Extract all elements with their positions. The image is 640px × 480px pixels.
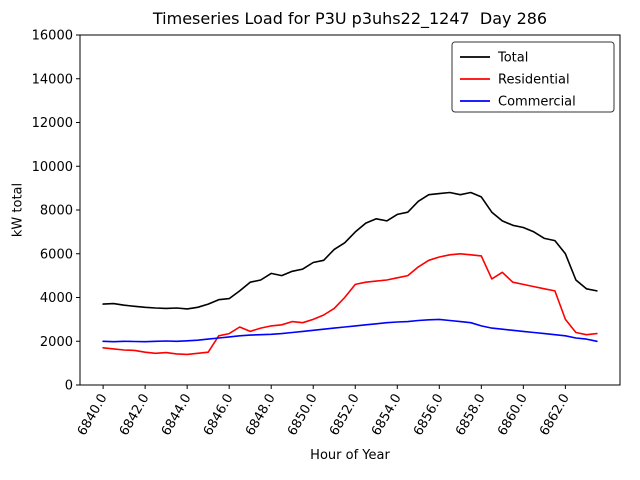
series-line-residential [102, 253, 598, 356]
x-tick-label: 6856.0 [411, 392, 447, 439]
y-tick-label: 12000 [32, 116, 73, 131]
x-tick-label: 6858.0 [453, 392, 489, 439]
chart-title: Timeseries Load for P3U p3uhs22_1247 Day… [152, 9, 548, 28]
y-tick-label: 10000 [32, 160, 73, 175]
x-tick-label: 6844.0 [159, 392, 195, 439]
x-tick-label: 6840.0 [75, 392, 111, 439]
x-tick-label: 6852.0 [327, 392, 363, 439]
series-line-total [102, 191, 598, 310]
y-tick-label: 6000 [40, 247, 73, 262]
y-tick-label: 16000 [32, 29, 73, 44]
legend-label-residential: Residential [498, 73, 570, 88]
y-tick-label: 0 [65, 379, 73, 394]
x-tick-label: 6848.0 [243, 392, 279, 439]
y-tick-label: 2000 [40, 335, 73, 350]
legend-box [451, 41, 615, 113]
x-tick-label: 6862.0 [537, 392, 573, 439]
x-axis-label: Hour of Year [310, 448, 390, 463]
y-tick-label: 8000 [40, 204, 73, 219]
y-axis-label: kW total [10, 182, 26, 238]
series-line-commercial [102, 318, 598, 343]
x-tick-label: 6842.0 [117, 392, 153, 439]
x-tick-label: 6850.0 [285, 392, 321, 439]
x-tick-label: 6846.0 [201, 392, 237, 439]
x-tick-label: 6860.0 [495, 392, 531, 439]
legend-label-commercial: Commercial [498, 95, 576, 110]
y-tick-label: 4000 [40, 291, 73, 306]
legend-label-total: Total [497, 51, 528, 66]
y-tick-label: 14000 [32, 72, 73, 87]
x-tick-label: 6854.0 [369, 392, 405, 439]
